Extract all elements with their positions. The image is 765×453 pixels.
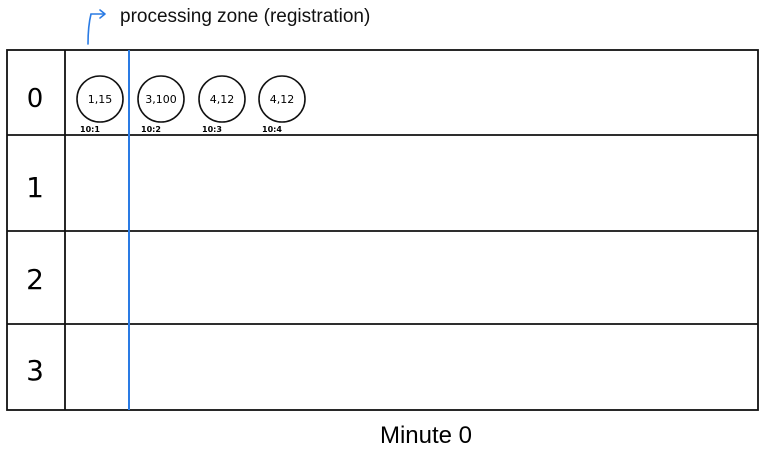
record-tag: 10:1 [80,125,100,134]
table-frame [6,49,759,411]
caption: Minute 0 [380,422,472,449]
record-circle [198,75,246,123]
annotation-arrowhead [99,9,106,19]
record-circle [258,75,306,123]
record-circle [137,75,185,123]
record-value: 4,12 [270,93,295,106]
row-0-items: 1,15 10:1 3,100 10:2 4,12 10:3 4,12 10:4 [76,75,306,134]
record-circle [76,75,124,123]
row-label-2: 2 [26,263,44,296]
annotation-arrow [87,13,105,45]
record-tag: 10:2 [141,125,161,134]
record-value: 4,12 [210,93,235,106]
record-value: 1,15 [88,93,113,106]
record-tag: 10:3 [202,125,222,134]
record-tag: 10:4 [262,125,282,134]
row-label-3: 3 [26,354,44,387]
row-label-1: 1 [26,171,44,204]
record-value: 3,100 [145,93,177,106]
annotation-label: processing zone (registration) [120,6,370,27]
row-label-0: 0 [27,84,44,114]
